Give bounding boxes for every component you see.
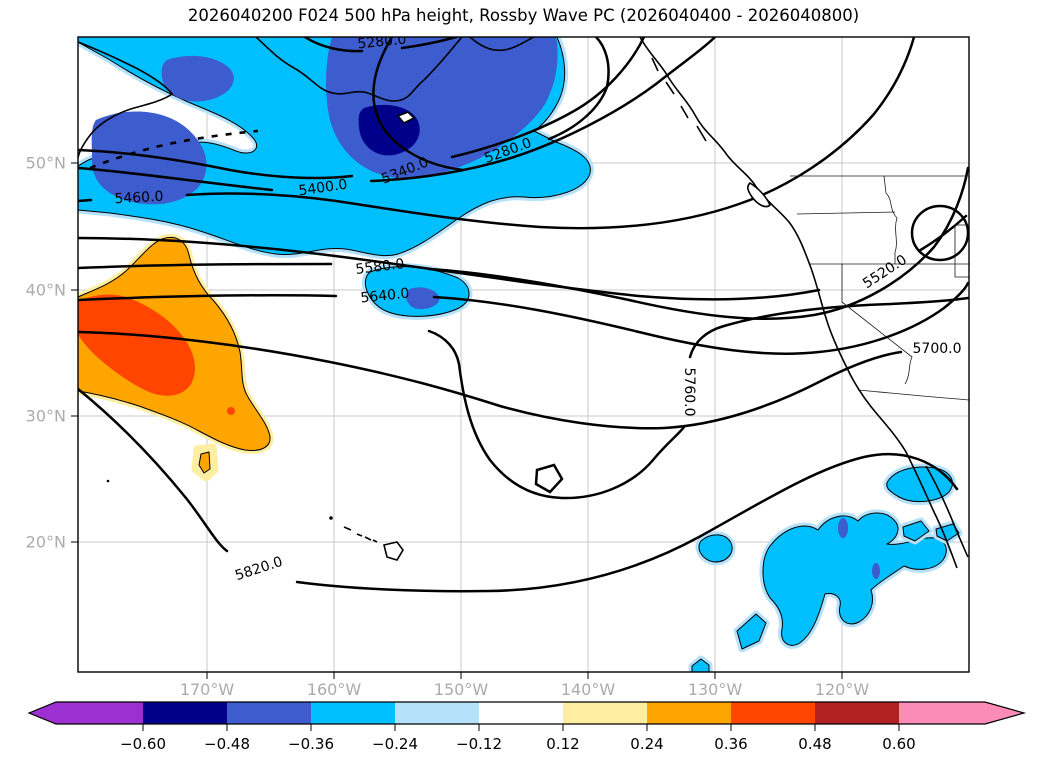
colorbar-tick-label: −0.60 bbox=[120, 735, 166, 753]
map-frame bbox=[77, 36, 970, 673]
x-tick-label: 170°W bbox=[180, 680, 235, 699]
contour-5640 bbox=[78, 281, 969, 356]
contour-5760-closed bbox=[534, 463, 564, 494]
colorbar-segment bbox=[731, 702, 815, 724]
vancouver-island bbox=[747, 181, 771, 208]
colorbar-ticks bbox=[142, 724, 900, 731]
height-contours bbox=[78, 37, 969, 593]
negative-anomaly-small-blob bbox=[361, 263, 473, 320]
y-tick-label: 20°N bbox=[26, 533, 66, 552]
hawaii-islands bbox=[329, 516, 404, 561]
x-tick-label: 120°W bbox=[815, 680, 870, 699]
colorbar-segment bbox=[395, 702, 479, 724]
contour-label: 5580.0 bbox=[355, 256, 406, 278]
colorbar-tick-label: 0.60 bbox=[882, 735, 915, 753]
contour-label: 5520.0 bbox=[860, 252, 910, 292]
colorbar-tick-label: 0.48 bbox=[798, 735, 831, 753]
small-island-dot bbox=[106, 479, 110, 483]
x-tick-label: 150°W bbox=[434, 680, 489, 699]
colorbar-segment bbox=[143, 702, 227, 724]
colorbar-segment bbox=[311, 702, 395, 724]
colorbar-tick-label: −0.12 bbox=[456, 735, 502, 753]
colorbar-tick-labels: −0.60 −0.48 −0.36 −0.24 −0.12 0.12 0.24 … bbox=[120, 735, 916, 753]
contour-label: 5640.0 bbox=[360, 285, 410, 306]
gulf-of-california-coast bbox=[925, 465, 969, 558]
colorbar-tick-label: 0.36 bbox=[714, 735, 747, 753]
contour-label: 5760.0 bbox=[681, 368, 697, 417]
negative-anomaly-southeast bbox=[688, 463, 963, 672]
contour-closed-high bbox=[910, 204, 969, 262]
x-tick-label: 140°W bbox=[561, 680, 616, 699]
contour-label: 5460.0 bbox=[114, 189, 164, 208]
colorbar-tick-label: −0.24 bbox=[372, 735, 418, 753]
bc-west-coast bbox=[639, 37, 958, 569]
colorbar-tick-label: −0.48 bbox=[204, 735, 250, 753]
colorbar-segment bbox=[479, 702, 563, 724]
y-tick-label: 30°N bbox=[26, 407, 66, 426]
contour-5340 bbox=[78, 37, 646, 180]
axis-ticks bbox=[71, 162, 843, 679]
x-tick-label: 160°W bbox=[307, 680, 362, 699]
contour-label: 5700.0 bbox=[913, 341, 962, 357]
colorbar-segment bbox=[647, 702, 731, 724]
x-tick-label: 130°W bbox=[688, 680, 743, 699]
x-axis-labels: 170°W 160°W 150°W 140°W 130°W 120°W bbox=[180, 680, 870, 699]
contour-label: 5820.0 bbox=[233, 554, 285, 584]
map-area: 5280.0 5280.0 5340.0 5400.0 5460.0 5520.… bbox=[78, 31, 969, 672]
colorbar-tick-label: −0.36 bbox=[288, 735, 334, 753]
colorbar-outline bbox=[27, 701, 1027, 725]
colorbar-segment bbox=[227, 702, 311, 724]
aleutian-islands bbox=[89, 129, 259, 170]
contour-5820 bbox=[78, 387, 959, 593]
alexander-archipelago bbox=[651, 57, 707, 142]
contour-label: 5400.0 bbox=[298, 177, 349, 200]
alaska-coast bbox=[255, 37, 463, 102]
y-tick-label: 50°N bbox=[26, 154, 66, 173]
alaska-coast-east bbox=[469, 37, 535, 52]
colorbar-segment bbox=[563, 702, 647, 724]
kodiak-island bbox=[396, 111, 416, 124]
contour-5580 bbox=[78, 166, 969, 321]
positive-anomaly-region bbox=[78, 233, 274, 482]
y-axis-labels: 50°N 40°N 30°N 20°N bbox=[26, 154, 66, 552]
colorbar-segment bbox=[815, 702, 899, 724]
state-borders bbox=[790, 175, 969, 401]
coastlines bbox=[78, 37, 969, 569]
contour-label: 5280.0 bbox=[357, 31, 407, 52]
colorbar-tick-label: 0.12 bbox=[546, 735, 579, 753]
y-tick-label: 40°N bbox=[26, 281, 66, 300]
alaska-peninsula-coast bbox=[78, 41, 173, 159]
contour-5760 bbox=[427, 296, 969, 500]
colorbar-segment bbox=[899, 702, 1024, 724]
contour-5460 bbox=[78, 37, 916, 230]
contour-5700 bbox=[78, 330, 903, 430]
contour-5280-top bbox=[303, 37, 458, 53]
chart-title: 2026040200 F024 500 hPa height, Rossby W… bbox=[187, 6, 860, 25]
colorbar: −0.60 −0.48 −0.36 −0.24 −0.12 0.12 0.24 … bbox=[27, 701, 1027, 753]
colorbar-tick-label: 0.24 bbox=[630, 735, 663, 753]
colorbar-segment bbox=[29, 702, 143, 724]
contour-5400 bbox=[78, 37, 717, 192]
